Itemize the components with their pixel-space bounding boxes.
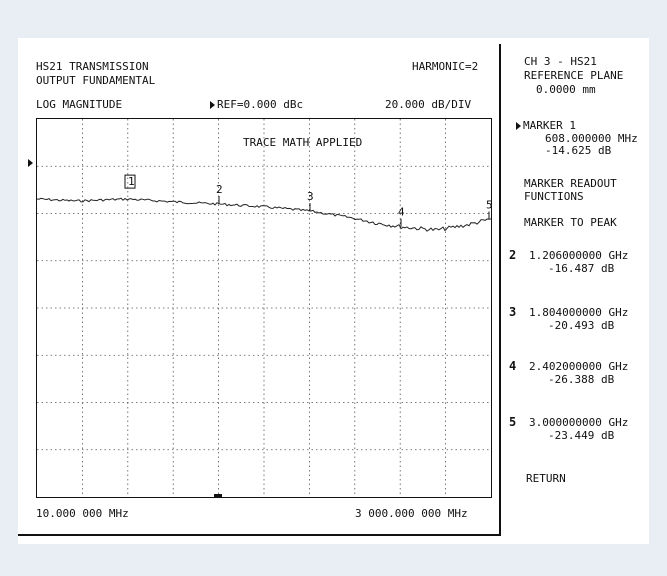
- stop-frequency: 3 000.000 000 MHz: [355, 507, 468, 520]
- reference-plane-label: REFERENCE PLANE: [524, 69, 624, 82]
- channel-label: CH 3 - HS21: [524, 55, 597, 68]
- trace-marker-label: 3: [307, 190, 314, 203]
- reference-value: REF=0.000 dBc: [210, 99, 303, 111]
- plot-bottom-rule: [18, 534, 501, 536]
- trace-marker-label: 4: [398, 206, 405, 219]
- trace-plot: 1 2 3 4 5 TRACE MATH APPLIED: [36, 118, 492, 498]
- marker-1-text: MARKER 1: [523, 119, 576, 132]
- readout-label-1: MARKER READOUT: [524, 177, 617, 190]
- marker-4-value: -26.388 dB: [548, 373, 615, 386]
- marker-3-value: -20.493 dB: [548, 319, 615, 332]
- measurement-trace: [37, 197, 491, 232]
- trace-marker-label: 5: [486, 199, 491, 212]
- marker-3-frequency: 1.804000000 GHz: [529, 306, 629, 319]
- reference-plane-value: 0.0000 mm: [536, 83, 596, 96]
- ref-arrow-icon: [210, 101, 215, 109]
- active-softkey-arrow-icon: [516, 122, 521, 130]
- measurement-title: HS21 TRANSMISSION: [36, 60, 149, 73]
- softkey-marker-to-peak[interactable]: MARKER TO PEAK: [524, 216, 617, 229]
- marker-5-value: -23.449 dB: [548, 429, 615, 442]
- trace-marker-label: 2: [216, 183, 223, 196]
- format-label: LOG MAGNITUDE: [36, 98, 123, 111]
- marker-4-frequency: 2.402000000 GHz: [529, 360, 629, 373]
- marker-1-frequency: 608.000000 MHz: [545, 132, 638, 145]
- readout-label-2: FUNCTIONS: [524, 190, 584, 203]
- marker-2-frequency: 1.206000000 GHz: [529, 249, 629, 262]
- marker-2-value: -16.487 dB: [548, 262, 615, 275]
- start-frequency: 10.000 000 MHz: [36, 507, 129, 520]
- harmonic-label: HARMONIC=2: [412, 60, 479, 73]
- scale-label: 20.000 dB/DIV: [385, 98, 472, 111]
- measurement-subtitle: OUTPUT FUNDAMENTAL: [36, 74, 156, 87]
- marker-1-label: MARKER 1: [516, 120, 576, 132]
- marker-1-value: -14.625 dB: [545, 144, 612, 157]
- reference-level-arrow-icon: [28, 159, 33, 167]
- marker-5-frequency: 3.000000000 GHz: [529, 416, 629, 429]
- marker-2-number: 2: [509, 248, 517, 262]
- softkey-return[interactable]: RETURN: [526, 472, 566, 485]
- analyzer-screen: [18, 38, 649, 544]
- marker-3-number: 3: [509, 305, 517, 319]
- trace-graticule: 1 2 3 4 5: [37, 119, 491, 497]
- trace-marker-label: 1: [128, 175, 135, 188]
- panel-divider: [499, 44, 501, 536]
- marker-box: [124, 174, 136, 189]
- marker-4-number: 4: [509, 359, 517, 373]
- trace-math-annotation: TRACE MATH APPLIED: [243, 136, 363, 149]
- center-tick: [214, 494, 222, 497]
- marker-5-number: 5: [509, 415, 517, 429]
- reference-text: REF=0.000 dBc: [217, 98, 304, 111]
